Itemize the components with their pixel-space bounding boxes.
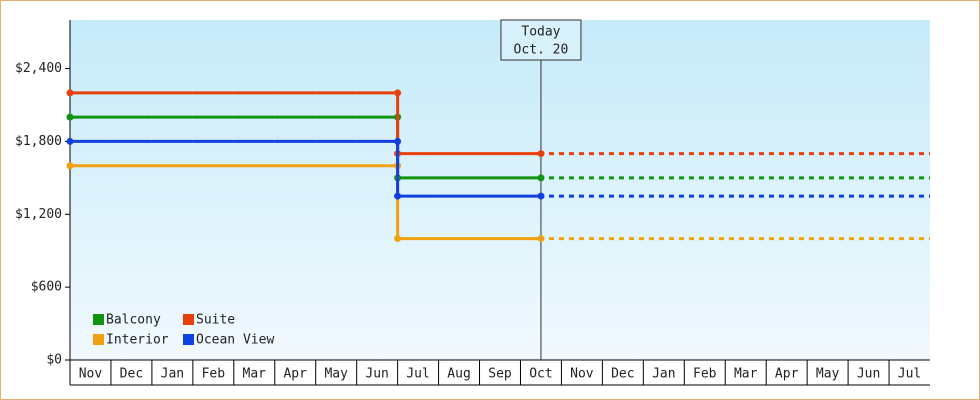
x-tick-label: Dec	[120, 367, 143, 382]
y-tick-label: $1,800	[15, 134, 62, 149]
x-tick-label: Jan	[161, 367, 184, 382]
plot-area	[70, 20, 930, 360]
x-tick-label: Dec	[611, 367, 634, 382]
legend-swatch	[183, 314, 194, 325]
x-tick-label: Oct	[529, 367, 552, 382]
x-tick-label: Mar	[734, 367, 758, 382]
point	[66, 162, 74, 170]
legend-label: Interior	[106, 333, 169, 348]
today-label: Today	[521, 25, 560, 40]
y-tick-label: $0	[46, 353, 62, 368]
legend-label: Suite	[196, 313, 235, 328]
x-tick-label: Jan	[652, 367, 675, 382]
legend-label: Ocean View	[196, 333, 274, 348]
point	[394, 192, 402, 200]
x-tick-label: Feb	[693, 367, 717, 382]
x-tick-label: Mar	[243, 367, 267, 382]
y-tick-label: $2,400	[15, 61, 62, 76]
point	[66, 113, 74, 121]
x-tick-label: Jul	[406, 367, 429, 382]
today-label: Oct. 20	[514, 43, 569, 58]
point	[66, 137, 74, 145]
point	[537, 192, 545, 200]
x-tick-label: Apr	[775, 367, 799, 382]
x-tick-label: Nov	[79, 367, 103, 382]
legend-swatch	[93, 334, 104, 345]
x-tick-label: Apr	[283, 367, 307, 382]
x-tick-label: Feb	[202, 367, 226, 382]
x-tick-label: Aug	[447, 367, 470, 382]
point	[66, 89, 74, 97]
point	[537, 174, 545, 182]
x-tick-label: May	[324, 367, 348, 382]
legend-label: Balcony	[106, 313, 161, 328]
x-tick-label: May	[816, 367, 840, 382]
point	[537, 150, 545, 158]
point	[537, 235, 545, 243]
x-tick-label: Jun	[857, 367, 880, 382]
x-tick-label: Nov	[570, 367, 594, 382]
x-tick-label: Sep	[488, 367, 512, 382]
y-tick-label: $600	[31, 280, 62, 295]
point	[394, 235, 402, 243]
x-tick-label: Jul	[898, 367, 921, 382]
x-tick-label: Jun	[365, 367, 388, 382]
today-box	[500, 19, 582, 61]
point	[394, 137, 402, 145]
legend-swatch	[183, 334, 194, 345]
y-tick-label: $1,200	[15, 207, 62, 222]
legend-swatch	[93, 314, 104, 325]
point	[394, 89, 402, 97]
